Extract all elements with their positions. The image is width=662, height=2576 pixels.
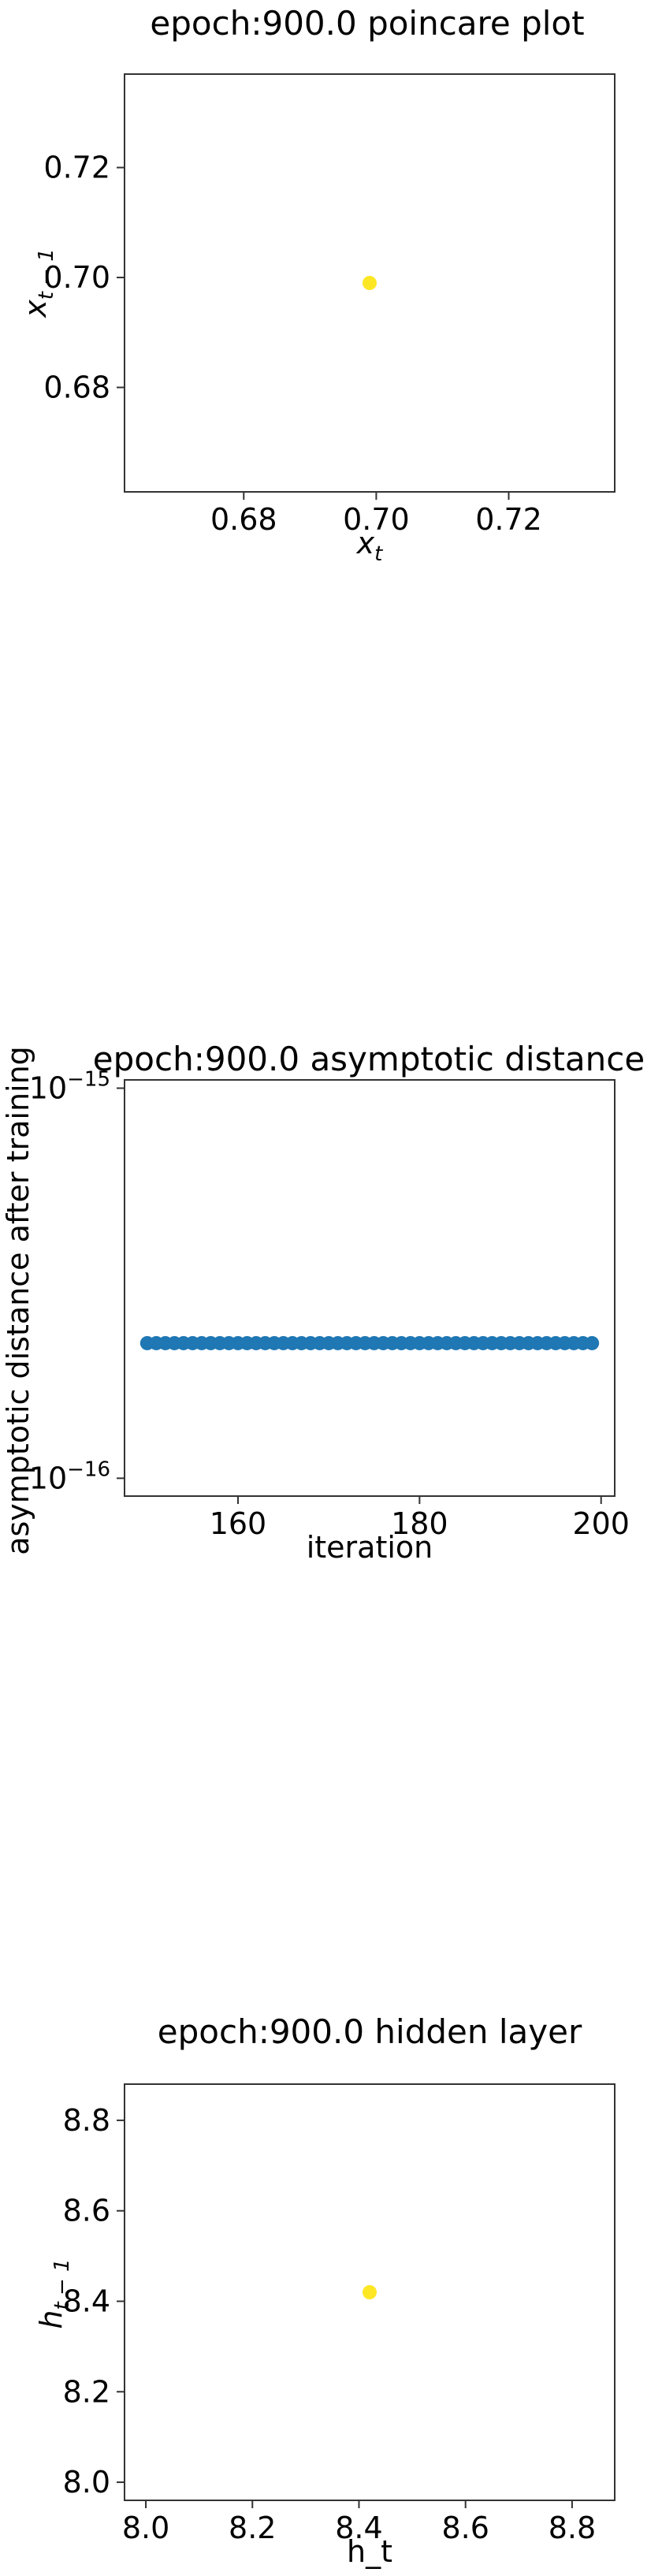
x-tick-label: 8.6 — [441, 2511, 489, 2545]
y-axis-label-base: x — [18, 300, 53, 318]
plot-frame — [124, 73, 616, 493]
x-tick-label: 0.72 — [475, 502, 542, 537]
x-tick-label: 8.4 — [335, 2511, 382, 2545]
y-tick-label: 8.6 — [63, 2194, 110, 2228]
x-tick-label: 8.0 — [122, 2511, 169, 2545]
chart-title: epoch:900.0 poincare plot — [150, 4, 584, 43]
y-tick-label: 0.68 — [43, 370, 110, 405]
y-tick-label: 0.70 — [43, 260, 110, 295]
hidden-layer-plot: epoch:900.0 hidden layer 8.0 8.2 8.4 8.6 8.8… — [34, 2012, 616, 2569]
data-point — [363, 2285, 377, 2299]
y-tick-label: 8.2 — [63, 2374, 110, 2409]
x-tick-label: 180 — [391, 1506, 448, 1541]
y-tick-label: 8.8 — [63, 2103, 110, 2138]
x-axis-label-base: x — [356, 526, 375, 560]
x-tick-label: 0.68 — [210, 502, 277, 537]
plot-frame — [124, 1079, 616, 1497]
poincare-plot: epoch:900.0 poincare plot 0.68 0.70 0.72 0… — [18, 4, 616, 566]
x-ticks: 160 180 200 — [210, 1496, 630, 1541]
x-tick-label: 8.2 — [229, 2511, 276, 2545]
chart-title: epoch:900.0 asymptotic distance — [93, 1040, 645, 1078]
x-tick-label: 8.8 — [549, 2511, 596, 2545]
data-point — [585, 1335, 600, 1350]
plot-frame — [124, 2083, 616, 2501]
y-tick-label: 10−16 — [29, 1457, 110, 1495]
y-axis-label-sub: t − 1 — [35, 248, 58, 300]
x-ticks: 8.0 8.2 8.4 8.6 8.8 — [122, 2500, 596, 2545]
y-axis-label: xt − 1 — [18, 248, 58, 318]
asymptotic-distance-plot: epoch:900.0 asymptotic distance 160 180 20… — [1, 1040, 645, 1565]
y-axis-label: asymptotic distance after training — [1, 1046, 35, 1555]
x-axis-label: iteration — [307, 1530, 433, 1565]
y-axis-label: ht − 1 — [34, 2258, 74, 2328]
x-axis-label: xt — [356, 526, 384, 566]
y-ticks: 8.0 8.2 8.4 8.6 8.8 — [63, 2103, 125, 2500]
x-ticks: 0.68 0.70 0.72 — [210, 492, 542, 537]
y-axis-label-sub: t − 1 — [50, 2258, 74, 2310]
data-points — [139, 1335, 600, 1350]
y-ticks: 0.68 0.70 0.72 — [43, 151, 125, 405]
y-tick-label: 0.72 — [43, 151, 110, 185]
x-tick-label: 160 — [210, 1506, 267, 1541]
chart-title: epoch:900.0 hidden layer — [158, 2012, 582, 2051]
x-axis-label-sub: t — [374, 542, 383, 566]
y-tick-label: 8.4 — [63, 2284, 110, 2318]
y-axis-label-base: h — [34, 2310, 69, 2328]
data-points — [363, 2285, 377, 2299]
data-points — [363, 276, 377, 290]
x-tick-label: 200 — [572, 1506, 630, 1541]
y-ticks: 10−16 10−15 — [29, 1067, 125, 1495]
y-tick-label: 10−15 — [29, 1067, 110, 1105]
x-tick-label: 0.70 — [343, 502, 410, 537]
y-tick-label: 8.0 — [63, 2465, 110, 2500]
x-axis-label: h_t — [347, 2534, 392, 2569]
data-point — [363, 276, 377, 290]
